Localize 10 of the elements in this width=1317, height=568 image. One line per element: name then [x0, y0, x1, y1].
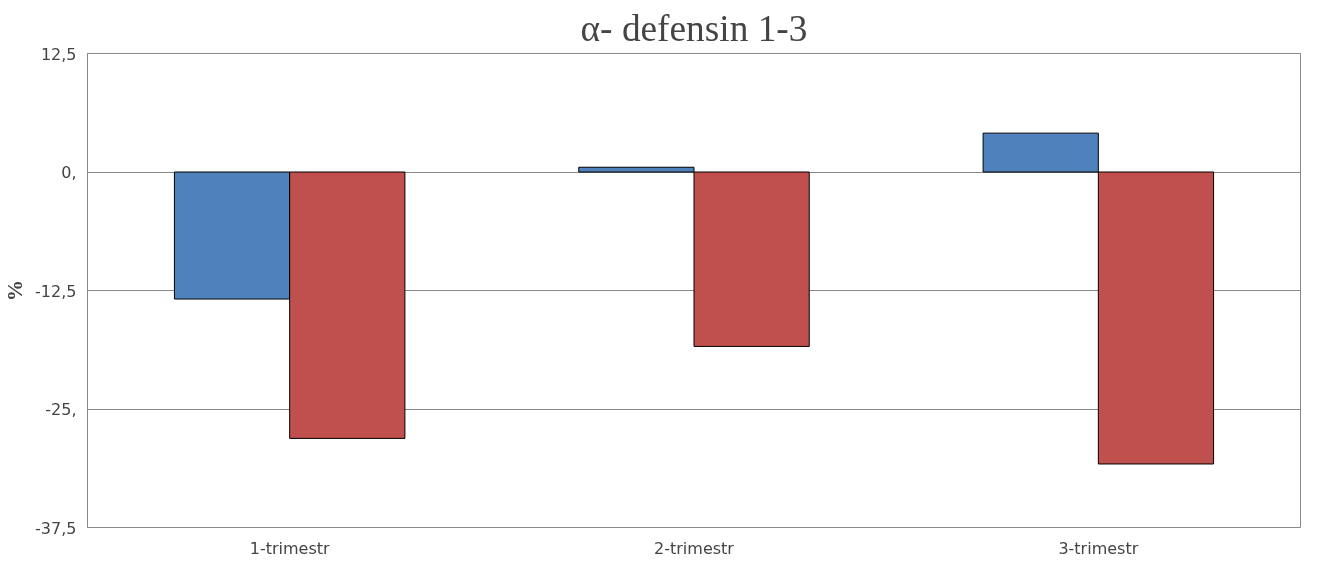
x-tick-label: 3-trimestr — [1058, 538, 1139, 558]
y-tick-label: -25, — [45, 400, 77, 419]
y-tick-label: 0, — [61, 163, 77, 182]
chart-title: α- defensin 1-3 — [580, 7, 808, 49]
y-axis-title: % — [3, 279, 28, 302]
y-tick-label: -12,5 — [35, 281, 77, 301]
y-tick-label: -37,5 — [35, 518, 77, 538]
y-tick-label: 12,5 — [40, 44, 77, 64]
x-tick-label: 2-trimestr — [654, 538, 735, 558]
x-tick-label: 1-trimestr — [249, 538, 331, 558]
